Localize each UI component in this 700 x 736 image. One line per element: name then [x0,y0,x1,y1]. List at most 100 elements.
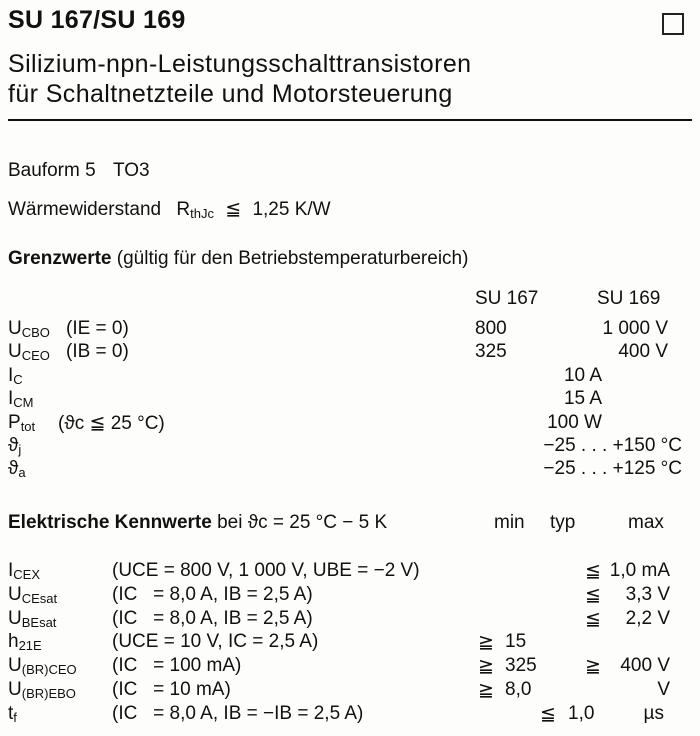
symbol-subscript: CEsat [21,590,58,606]
max-relation: ≦ [585,584,601,606]
max-relation: ≦ [585,608,601,630]
symbol-subscript: j [18,442,22,457]
value-su169: 400 V [618,341,668,363]
electrical-row: h21E (UCE = 10 V, IC = 2,5 A) ≧ 15 [0,631,700,655]
electrical-row: UBEsat (IC = 8,0 A, IB = 2,5 A) ≦ 2,2 V [0,608,700,632]
min-relation: ≧ [478,656,494,678]
condition: (IC = 100 mA) [112,655,242,677]
value-su167: 325 [475,341,507,363]
parameter-symbol: UCBO [8,318,50,340]
limits-heading: Grenzwerte [8,248,112,269]
thermal-label: Wärmewiderstand [8,199,162,220]
symbol-main: ϑ [8,458,19,480]
electrical-row: tf (IC = 8,0 A, IB = −IB = 2,5 A) ≦ 1,0 µs [0,703,700,727]
value-both: −25 . . . +125 °C [543,458,682,480]
electrical-row: U(BR)CEO (IC = 100 mA) ≧ 325 ≧ 400 V [0,655,700,679]
parameter-symbol: IC [8,365,23,387]
limits-row: IC 10 A [0,365,700,389]
condition: (UCE = 10 V, IC = 2,5 A) [112,631,319,653]
parameter-symbol: tf [8,703,17,725]
parameter-symbol: Ptot [8,412,35,434]
subtitle-line-1: Silizium-npn-Leistungsschalttransistoren [8,50,472,78]
limits-heading-note: (gültig für den Betriebstemperaturbereic… [116,248,469,269]
thermal-symbol-main: R [176,199,191,220]
symbol-subscript: f [13,709,17,725]
symbol-main: U [8,318,22,339]
min-relation: ≧ [478,680,494,701]
max-value: µs [643,702,664,724]
max-value: V [657,679,670,700]
parameter-symbol: UBEsat [8,608,56,630]
symbol-subscript: CBO [21,325,50,340]
thermal-value: 1,25 K/W [252,199,331,220]
thermal-symbol-sub: thJc [190,206,214,221]
typ-relation: ≦ [540,703,556,725]
parameter-symbol: ICEX [8,560,40,582]
min-value: 8,0 [505,679,532,700]
symbol-subscript: tot [20,418,36,434]
value-su167: 800 [475,318,507,339]
symbol-main: U [8,607,22,629]
max-value: 2,2 V [625,607,670,629]
parameter-symbol: ICM [8,388,34,410]
parameter-symbol: h21E [8,631,42,653]
condition: (IC = 8,0 A, IB = 2,5 A) [112,583,313,605]
typ-value: 1,0 [568,702,595,724]
limits-row: UCEO (IB = 0) 325 400 V [0,341,700,365]
condition: (UCE = 800 V, 1 000 V, UBE = −2 V) [112,560,420,581]
symbol-subscript: CM [13,395,34,411]
parameter-symbol: ϑj [8,435,21,457]
parameter-symbol: UCEsat [8,584,57,606]
subtitle-line-2: für Schaltnetzteile und Motorsteuerung [8,80,453,108]
electrical-heading: Elektrische Kennwerte [8,512,212,533]
package-line: Bauform 5 TO3 [8,160,150,182]
value-su169: 1 000 V [602,318,669,339]
parameter-symbol: UCEO [8,341,50,363]
symbol-main: t [8,702,14,724]
symbol-subscript: C [13,371,23,387]
parameter-symbol: U(BR)CEO [8,655,77,677]
symbol-subscript: CEX [13,567,41,582]
checkbox-square [662,13,684,35]
divider [8,119,692,121]
package-label: Bauform 5 [8,160,96,181]
condition: (IB = 0) [66,341,129,363]
column-max: max [628,512,664,533]
min-relation: ≧ [478,632,494,654]
max-relation: ≧ [585,656,601,678]
column-typ: typ [550,512,576,533]
condition: (ϑc ≦ 25 °C) [58,412,165,434]
limits-row: Ptot (ϑc ≦ 25 °C) 100 W [0,412,700,436]
symbol-main: U [8,655,22,677]
max-value: 400 V [620,655,670,677]
column-su169: SU 169 [597,288,661,309]
electrical-heading-note: bei ϑc = 25 °C − 5 K [217,512,388,533]
value-both: 100 W [547,411,602,433]
parameter-symbol: ϑa [8,458,26,480]
limits-row: UCBO (IE = 0) 800 1 000 V [0,318,700,342]
package-value: TO3 [112,160,150,181]
condition: (IC = 8,0 A, IB = 2,5 A) [112,607,313,629]
electrical-row: ICEX (UCE = 800 V, 1 000 V, UBE = −2 V) ≦ 1… [0,560,700,584]
min-value: 15 [505,631,527,653]
limits-row: ICM 15 A [0,388,700,412]
electrical-row: U(BR)EBO (IC = 10 mA) ≧ 8,0 V [0,679,700,703]
electrical-row: UCEsat (IC = 8,0 A, IB = 2,5 A) ≦ 3,3 V [0,584,700,608]
symbol-subscript: CEO [21,348,50,364]
symbol-main: I [8,388,14,410]
electrical-heading-line: Elektrische Kennwerte bei ϑc = 25 °C − 5… [8,512,387,534]
symbol-subscript: (BR)CEO [21,662,77,678]
symbol-subscript: a [18,465,26,481]
value-both: 10 A [563,364,602,386]
max-value: 1,0 mA [609,560,670,581]
thermal-relation: ≦ [225,199,242,220]
document-title: SU 167/SU 169 [8,6,186,34]
limits-row: ϑa −25 . . . +125 °C [0,458,700,482]
limits-row: ϑj −25 . . . +150 °C [0,435,700,459]
symbol-main: U [8,583,22,605]
max-value: 3,3 V [625,583,670,605]
parameter-symbol: U(BR)EBO [8,679,76,701]
column-su167: SU 167 [475,288,539,309]
max-relation: ≦ [585,561,601,582]
symbol-main: P [8,411,21,433]
